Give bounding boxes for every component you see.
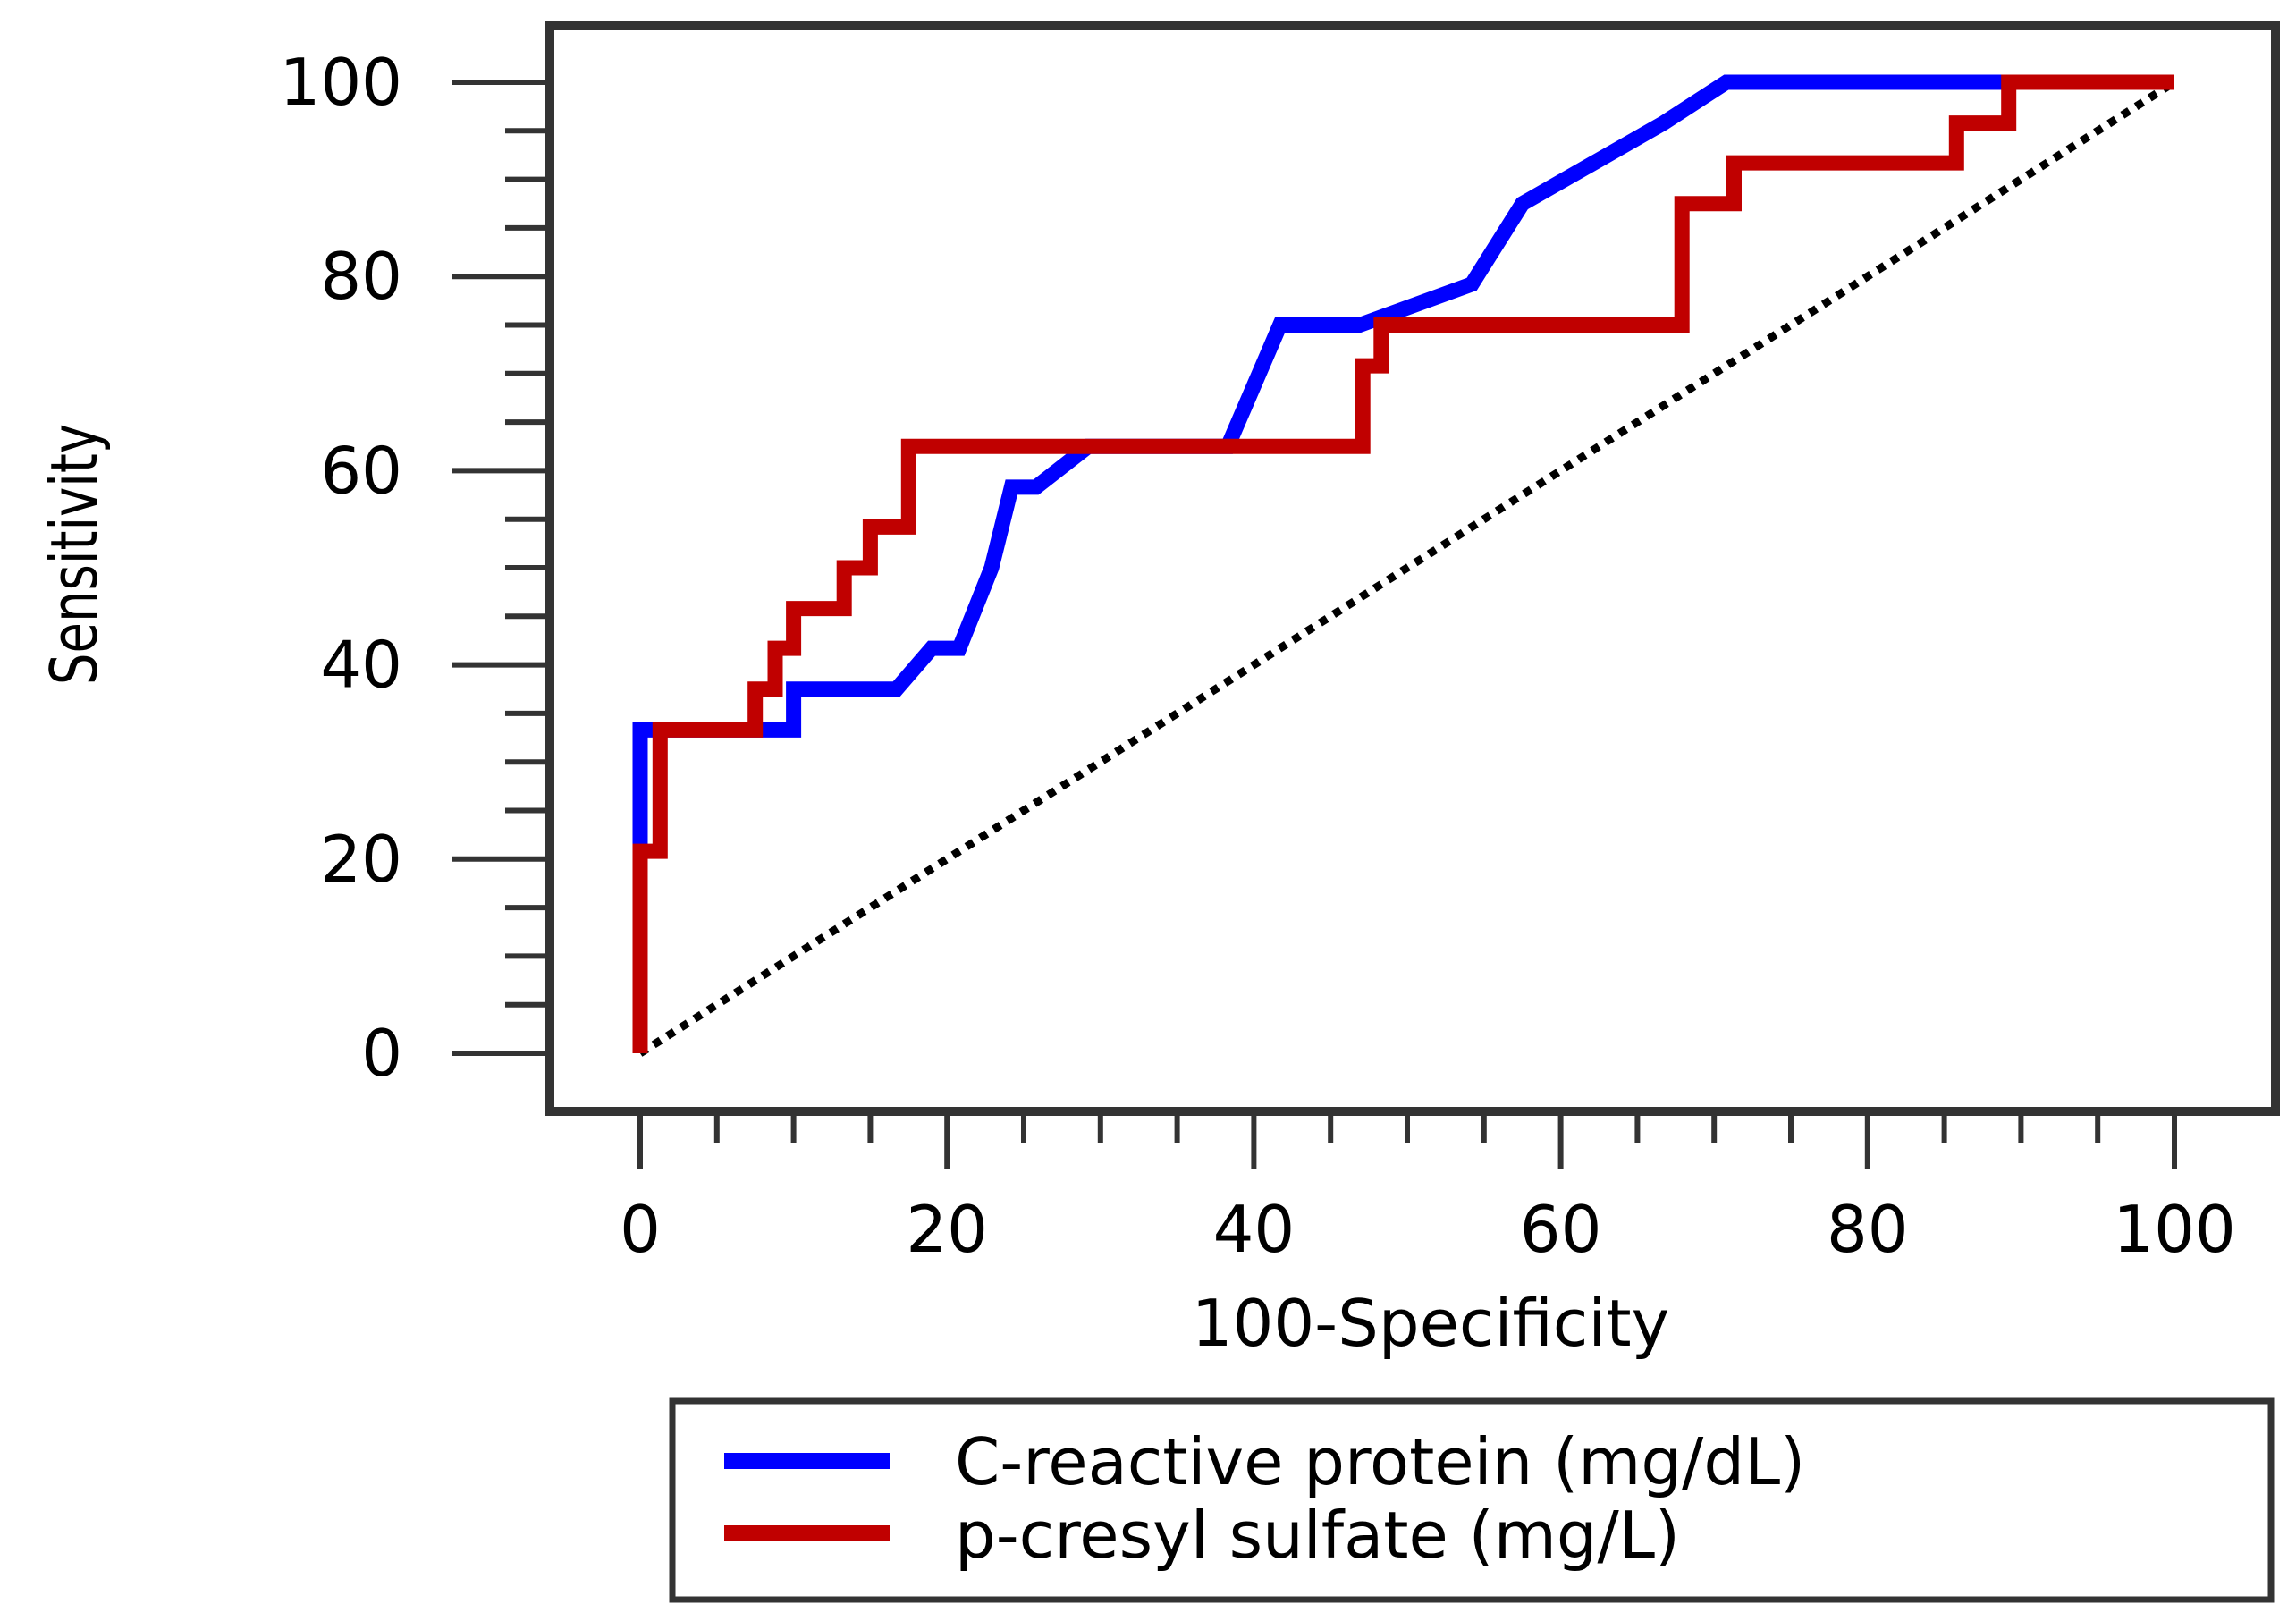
series-line-pcs — [632, 74, 2174, 1053]
series-line-crp — [632, 74, 2174, 1053]
x-tick-label: 40 — [1213, 1192, 1296, 1267]
legend-label-crp: C-reactive protein (mg/dL) — [955, 1424, 1805, 1499]
plot-frame — [545, 21, 2280, 1116]
y-axis: 0 20 40 60 80 100 — [280, 45, 545, 1091]
y-tick-label: 100 — [280, 45, 402, 120]
x-tick-label: 60 — [1520, 1192, 1602, 1267]
x-tick-label: 80 — [1827, 1192, 1909, 1267]
y-tick-label: 60 — [320, 433, 402, 508]
x-tick-label: 100 — [2113, 1192, 2235, 1267]
legend: C-reactive protein (mg/dL) p-cresyl sulf… — [669, 1397, 2275, 1603]
x-tick-label: 0 — [620, 1192, 661, 1267]
x-axis: 0 20 40 60 80 100 — [620, 1116, 2236, 1267]
legend-box — [669, 1397, 2275, 1603]
y-axis-title: Sensitivity — [38, 424, 113, 685]
series-layer — [632, 74, 2177, 1057]
reference-diagonal-line — [637, 79, 2177, 1057]
y-tick-label: 0 — [361, 1016, 402, 1091]
y-tick-label: 40 — [320, 628, 402, 703]
legend-label-pcs: p-cresyl sulfate (mg/L) — [955, 1498, 1680, 1573]
x-axis-title: 100-Specificity — [1192, 1286, 1669, 1361]
y-tick-label: 20 — [320, 822, 402, 897]
x-tick-label: 20 — [906, 1192, 988, 1267]
y-tick-label: 80 — [320, 239, 402, 314]
